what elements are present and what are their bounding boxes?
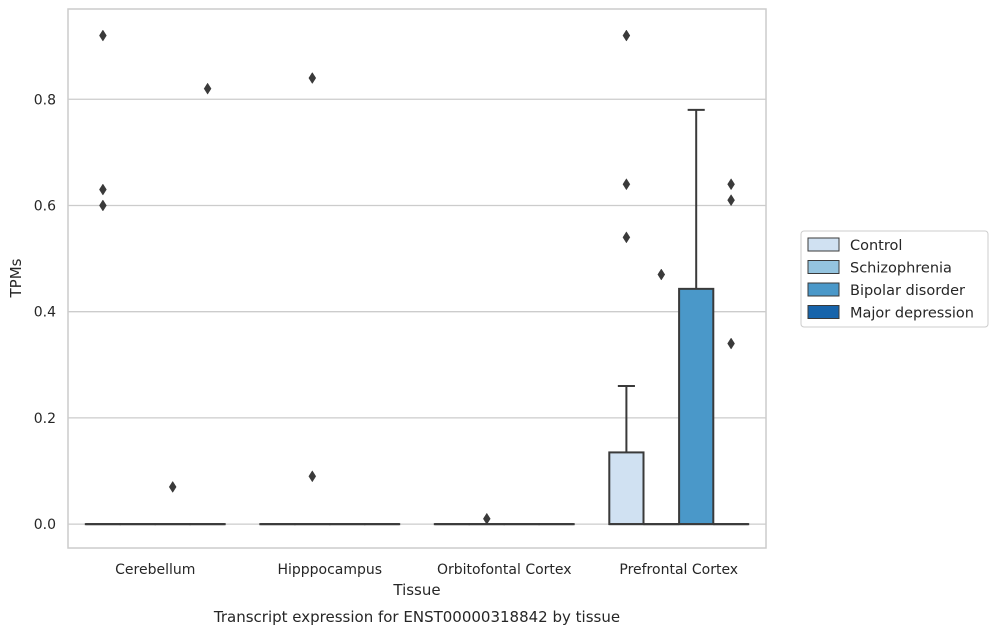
outlier-point (727, 194, 735, 207)
x-tick-label: Prefrontal Cortex (619, 562, 738, 578)
box-group (678, 108, 715, 526)
outlier-point (727, 178, 735, 191)
legend-label: Major depression (850, 306, 974, 322)
legend-swatch (807, 305, 840, 319)
outlier-point (99, 183, 107, 196)
box-plots (84, 29, 750, 526)
outlier-point (99, 199, 107, 212)
outlier-point (308, 72, 317, 85)
chart-title: Transcript expression for ENST0000031884… (213, 608, 620, 626)
box-group (643, 268, 680, 526)
box (608, 451, 645, 526)
y-tick-label: 0.6 (34, 198, 56, 214)
outlier-point (657, 268, 666, 281)
box-group (189, 82, 226, 526)
y-axis-label: TPMs (7, 258, 25, 298)
outlier-point (727, 337, 735, 350)
outlier-point (622, 29, 631, 42)
legend-swatch (807, 237, 840, 252)
outlier-point (622, 178, 631, 191)
outlier-point (99, 29, 107, 42)
outlier-point (168, 480, 177, 493)
box-group (84, 29, 122, 526)
y-tick-label: 0.8 (34, 92, 56, 108)
x-tick-label: Cerebellum (115, 562, 195, 578)
y-tick-label: 0.2 (34, 411, 56, 427)
outlier-point (483, 512, 491, 525)
legend: Control Schizophrenia Bipolar disorder Majo… (800, 230, 989, 328)
x-tick-labels: Cerebellum Hipppocampus Orbitofontal Corte… (115, 562, 738, 578)
y-tick-labels: 0.0 0.2 0.4 0.6 0.8 (34, 92, 56, 533)
box (678, 287, 715, 526)
legend-label: Bipolar disorder (850, 283, 965, 299)
y-tick-label: 0.4 (34, 305, 56, 321)
legend-frame (800, 230, 989, 328)
outlier-point (203, 82, 212, 95)
x-tick-label: Orbitofontal Cortex (437, 562, 572, 578)
y-tick-label: 0.0 (34, 517, 56, 533)
outlier-point (308, 470, 317, 483)
legend-label: Control (850, 238, 902, 254)
plot-frame (67, 8, 767, 549)
legend-swatch (807, 260, 840, 274)
x-tick-label: Hipppocampus (277, 562, 382, 578)
box-group (608, 29, 645, 526)
outlier-point (622, 231, 631, 244)
x-axis-label: Tissue (392, 581, 440, 599)
legend-label: Schizophrenia (850, 261, 952, 277)
legend-swatch (807, 282, 840, 297)
box-group (712, 178, 750, 526)
